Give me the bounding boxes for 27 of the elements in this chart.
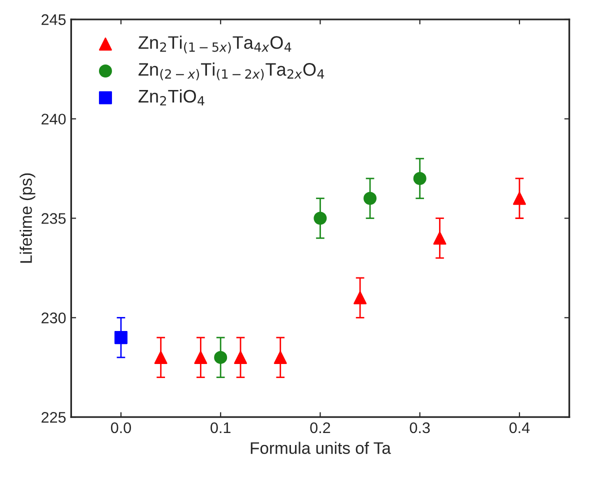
point	[274, 350, 287, 364]
legend-label: Zn$_{2}$TiO$_{4}$	[138, 89, 204, 106]
x-tick-label: 0.2	[310, 422, 330, 434]
x-tick-label: 0.4	[509, 422, 530, 434]
point	[114, 331, 128, 344]
legend-label: Zn$_{(2−x)}$Ti$_{(1−2x)}$Ta$_{2x}$O$_{4}$	[138, 62, 324, 80]
point	[214, 350, 228, 364]
y-tick-label: 235	[42, 213, 66, 224]
point	[154, 350, 168, 364]
point	[314, 212, 327, 225]
y-axis-title: Lifetime (ps)	[20, 173, 36, 263]
legend-label: Zn$_{2}$Ti$_{(1−5x)}$Ta$_{4x}$O$_{4}$	[138, 36, 292, 54]
y-tick-label: 245	[42, 14, 66, 26]
y-tick-label: 225	[42, 412, 66, 423]
point	[354, 291, 367, 304]
x-tick-label: 0.1	[210, 422, 230, 434]
point	[413, 172, 426, 185]
x-tick-label: 0.0	[110, 422, 131, 434]
x-tick-label: 0.3	[410, 422, 430, 434]
point	[234, 350, 248, 364]
point	[194, 350, 208, 364]
point	[364, 192, 377, 205]
point	[433, 232, 446, 245]
point	[512, 192, 526, 205]
x-axis-title: Formula units of Ta	[250, 442, 391, 454]
y-tick-label: 240	[42, 114, 66, 125]
y-tick-label: 230	[42, 312, 66, 324]
